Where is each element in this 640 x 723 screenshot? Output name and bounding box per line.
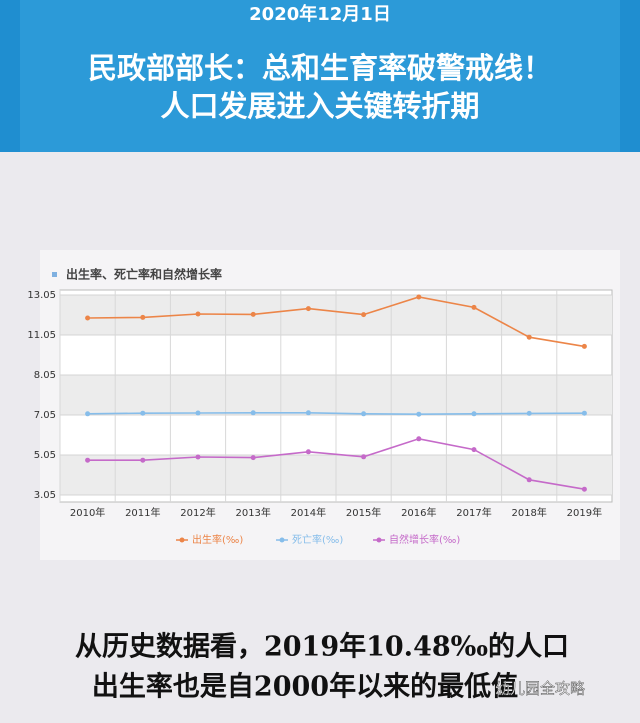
date: 2020年12月1日: [249, 3, 391, 25]
x-tick-label: 2016年: [401, 506, 436, 519]
x-tick-label: 2011年: [125, 506, 160, 519]
legend-dot: [279, 537, 285, 543]
legend-dot: [376, 537, 382, 543]
point: [305, 306, 311, 312]
point: [250, 311, 256, 317]
point: [416, 294, 422, 300]
legend-label: 自然增长率(‰): [389, 533, 460, 546]
x-tick-label: 2012年: [180, 506, 215, 519]
legend-label: 死亡率(‰): [292, 533, 343, 546]
chart-title: 出生率、死亡率和自然增长率: [66, 267, 222, 282]
point: [250, 455, 256, 461]
point: [526, 410, 532, 416]
caption: 出生率也是自2000年以来的最低值: [92, 671, 518, 703]
y-tick-label: 7.05: [34, 410, 56, 421]
legend-dot: [179, 537, 185, 543]
point: [471, 304, 477, 310]
headline: 民政部部长：总和生育率破警戒线！: [88, 51, 552, 85]
point: [85, 315, 91, 321]
y-tick-label: 11.05: [27, 330, 56, 341]
title-icon: [52, 272, 57, 277]
point: [581, 410, 587, 416]
point: [85, 411, 91, 417]
point: [195, 454, 201, 460]
watermark: 幼儿园全攻略: [495, 680, 585, 698]
point: [581, 486, 587, 492]
series-line: [87, 296, 585, 348]
point: [361, 411, 367, 417]
point: [85, 457, 91, 463]
point: [471, 447, 477, 453]
y-tick-label: 3.05: [34, 490, 56, 501]
point: [471, 411, 477, 417]
x-tick-label: 2018年: [511, 506, 546, 519]
point: [526, 477, 532, 483]
x-tick-label: 2014年: [291, 506, 326, 519]
point: [195, 410, 201, 416]
series-line: [87, 437, 585, 490]
point: [361, 312, 367, 318]
point: [140, 410, 146, 416]
x-tick-label: 2017年: [456, 506, 491, 519]
legend-label: 出生率(‰): [192, 533, 243, 546]
x-tick-label: 2013年: [235, 506, 270, 519]
x-tick-label: 2010年: [70, 506, 105, 519]
x-tick-label: 2019年: [567, 506, 602, 519]
y-tick-label: 5.05: [34, 450, 56, 461]
point: [416, 411, 422, 417]
y-tick-label: 8.05: [34, 370, 56, 381]
header-panel: [20, 0, 620, 152]
headline: 人口发展进入关键转折期: [160, 89, 479, 123]
x-tick-label: 2015年: [346, 506, 381, 519]
point: [581, 343, 587, 349]
y-tick-label: 13.05: [27, 290, 56, 301]
caption: 从历史数据看，2019年10.48‰的人口: [75, 631, 569, 663]
series-line: [87, 412, 585, 416]
point: [250, 410, 256, 416]
point: [361, 454, 367, 460]
point: [195, 311, 201, 317]
point: [140, 457, 146, 463]
point: [305, 449, 311, 455]
point: [305, 410, 311, 416]
point: [526, 334, 532, 340]
point: [416, 436, 422, 442]
point: [140, 314, 146, 320]
